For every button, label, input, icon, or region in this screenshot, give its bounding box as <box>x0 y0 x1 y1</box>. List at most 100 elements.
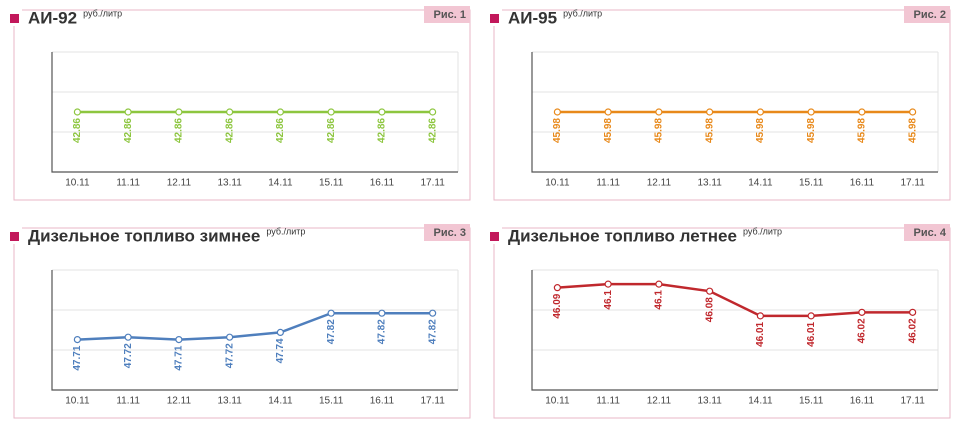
data-point <box>909 108 917 116</box>
value-label: 45.98 <box>857 118 868 143</box>
figure-label: Рис. 3 <box>434 227 466 239</box>
value-label: 47.82 <box>326 319 337 344</box>
x-tick-label: 12.11 <box>647 178 672 189</box>
data-point <box>909 308 917 316</box>
panel-border <box>493 227 951 419</box>
x-tick-label: 16.11 <box>370 178 395 189</box>
figure-badge <box>904 6 950 23</box>
x-tick-label: 11.11 <box>116 396 140 407</box>
x-tick-label: 17.11 <box>900 396 925 407</box>
x-tick-label: 14.11 <box>268 178 293 189</box>
data-point <box>378 309 386 317</box>
value-label: 46.01 <box>755 321 766 346</box>
x-tick-label: 17.11 <box>420 396 445 407</box>
x-tick-label: 12.11 <box>647 396 672 407</box>
x-tick-label: 17.11 <box>900 178 925 189</box>
data-point <box>706 287 714 295</box>
value-label: 46.08 <box>704 297 715 322</box>
data-point <box>706 108 714 116</box>
x-tick-label: 16.11 <box>850 396 875 407</box>
data-point <box>327 309 335 317</box>
value-label: 46.1 <box>654 290 665 310</box>
figure-badge <box>904 224 950 241</box>
x-tick-label: 13.11 <box>697 396 722 407</box>
value-label: 42.86 <box>427 118 438 143</box>
data-point <box>73 108 81 116</box>
chart-panel: АИ-92 руб./литр Рис. 1 42.86 10.11 42.86 11.11… <box>10 6 471 201</box>
x-tick-label: 14.11 <box>748 178 773 189</box>
value-label: 47.72 <box>224 343 235 368</box>
figure-label: Рис. 2 <box>914 9 946 21</box>
axis <box>51 270 458 391</box>
value-label: 42.86 <box>275 118 286 143</box>
data-point <box>276 328 284 336</box>
value-label: 42.86 <box>326 118 337 143</box>
unit-label: руб./литр <box>743 226 782 236</box>
x-tick-label: 13.11 <box>217 396 242 407</box>
value-label: 42.86 <box>123 118 134 143</box>
x-tick-label: 10.11 <box>545 178 570 189</box>
x-tick-label: 14.11 <box>268 396 293 407</box>
x-tick-label: 15.11 <box>799 178 824 189</box>
figure-badge <box>424 224 470 241</box>
value-label: 47.74 <box>275 338 286 363</box>
data-point <box>655 280 663 288</box>
x-tick-label: 11.11 <box>116 178 140 189</box>
data-point <box>124 108 132 116</box>
axis <box>531 270 938 391</box>
value-label: 46.01 <box>806 321 817 346</box>
panel-border <box>493 9 951 201</box>
x-tick-label: 13.11 <box>697 178 722 189</box>
data-point <box>655 108 663 116</box>
data-point <box>604 280 612 288</box>
data-point <box>604 108 612 116</box>
axis <box>531 52 938 173</box>
value-label: 42.86 <box>377 118 388 143</box>
value-label: 45.98 <box>603 118 614 143</box>
title-marker <box>490 14 499 23</box>
chart-title: АИ-92 <box>28 8 77 27</box>
value-label: 47.82 <box>377 319 388 344</box>
x-tick-label: 16.11 <box>370 396 395 407</box>
chart-title: АИ-95 <box>508 8 557 27</box>
value-label: 42.86 <box>224 118 235 143</box>
value-label: 45.98 <box>907 118 918 143</box>
value-label: 45.98 <box>704 118 715 143</box>
unit-label: руб./литр <box>563 8 602 18</box>
value-label: 47.71 <box>174 345 185 370</box>
data-point <box>858 308 866 316</box>
unit-label: руб./литр <box>83 8 122 18</box>
chart-panel: Дизельное топливо зимнее руб./литр Рис. 3 4… <box>10 224 471 419</box>
data-point <box>756 108 764 116</box>
data-point <box>175 108 183 116</box>
x-tick-label: 14.11 <box>748 396 773 407</box>
x-tick-label: 15.11 <box>319 178 344 189</box>
x-tick-label: 11.11 <box>596 396 620 407</box>
value-label: 47.71 <box>72 345 83 370</box>
data-point <box>276 108 284 116</box>
data-point <box>226 333 234 341</box>
axis <box>51 52 458 173</box>
data-point <box>553 284 561 292</box>
data-point <box>429 309 437 317</box>
x-tick-label: 10.11 <box>65 396 90 407</box>
chart-panel: Дизельное топливо летнее руб./литр Рис. 4 4… <box>490 224 951 419</box>
x-tick-label: 15.11 <box>799 396 824 407</box>
value-label: 46.02 <box>907 318 918 343</box>
title-marker <box>10 14 19 23</box>
value-label: 46.1 <box>603 290 614 310</box>
title-marker <box>490 232 499 241</box>
x-tick-label: 13.11 <box>217 178 242 189</box>
value-label: 47.72 <box>123 343 134 368</box>
figure-label: Рис. 1 <box>434 9 466 21</box>
data-point <box>226 108 234 116</box>
data-point <box>858 108 866 116</box>
data-point <box>756 312 764 320</box>
chart-title: Дизельное топливо зимнее <box>28 226 260 245</box>
x-tick-label: 12.11 <box>167 396 192 407</box>
value-label: 45.98 <box>755 118 766 143</box>
data-point <box>73 336 81 344</box>
data-point <box>378 108 386 116</box>
data-point <box>807 312 815 320</box>
panel-border <box>13 9 471 201</box>
